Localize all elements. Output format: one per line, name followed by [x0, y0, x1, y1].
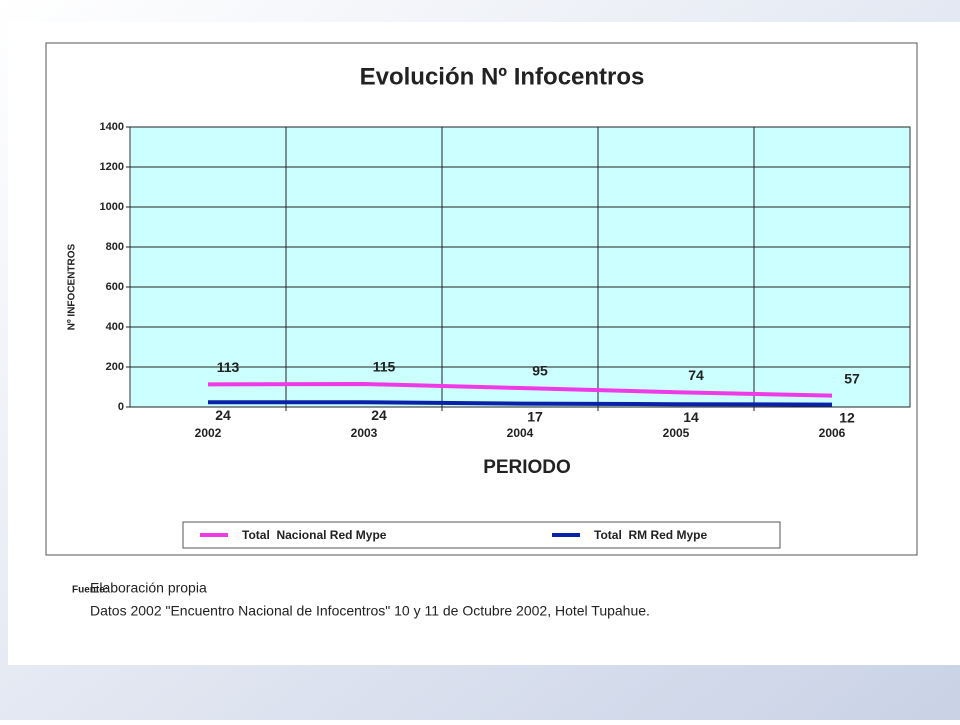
data-label: 24 — [371, 407, 387, 423]
footer-label: Fuente: — [72, 585, 108, 596]
x-tick-label: 2004 — [507, 426, 534, 440]
x-tick-label: 2006 — [819, 426, 846, 440]
footer-line: Elaboración propia — [90, 580, 207, 596]
chart-title: Evolución Nº Infocentros — [360, 63, 645, 90]
y-tick-label: 800 — [106, 241, 124, 253]
data-label: 115 — [373, 359, 396, 375]
y-tick-label: 600 — [106, 281, 124, 293]
y-tick-label: 400 — [106, 321, 124, 333]
series-line — [207, 381, 833, 398]
y-tick-label: 200 — [106, 361, 124, 373]
x-tick-label: 2005 — [663, 426, 690, 440]
y-tick-label: 1400 — [100, 121, 124, 133]
footer-line: Datos 2002 "Encuentro Nacional de Infoce… — [90, 603, 650, 619]
x-axis-label: PERIODO — [483, 457, 571, 478]
legend-label: Total RM Red Mype — [594, 528, 707, 542]
plot-area — [129, 126, 911, 408]
data-label: 14 — [683, 409, 699, 425]
y-tick-label: 0 — [118, 401, 124, 413]
legend-label: Total Nacional Red Mype — [242, 528, 387, 542]
data-label: 17 — [527, 408, 543, 424]
data-label: 24 — [215, 407, 231, 423]
data-label: 74 — [688, 367, 704, 383]
data-label: 95 — [532, 363, 548, 379]
legend-box — [182, 521, 781, 549]
y-tick-label: 1200 — [100, 161, 124, 173]
data-label: 57 — [844, 370, 860, 386]
x-tick-label: 2003 — [351, 426, 378, 440]
x-tick-label: 2002 — [195, 426, 222, 440]
data-label: 12 — [839, 409, 855, 425]
series-line — [208, 400, 833, 407]
y-tick-label: 1000 — [100, 201, 124, 213]
y-axis-label: Nº INFOCENTROS — [67, 243, 78, 330]
data-label: 113 — [217, 359, 240, 375]
